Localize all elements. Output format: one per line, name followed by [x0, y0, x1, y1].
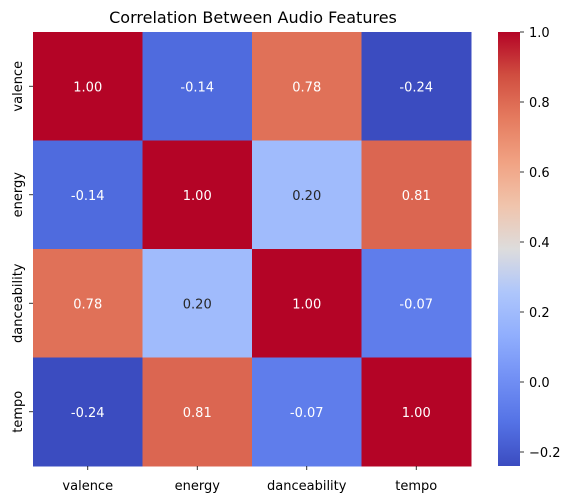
cell-value-label: 0.78 — [292, 80, 321, 95]
colorbar-tick-label: 0.4 — [529, 236, 550, 251]
y-axis-ticks: valence energy danceability tempo — [11, 61, 33, 433]
cell-value-label: -0.14 — [180, 80, 214, 95]
cell-value-label: 0.78 — [73, 297, 102, 312]
x-tick-label-energy: energy — [175, 479, 221, 494]
cell-value-label: -0.24 — [71, 406, 105, 421]
cell-value-label: 1.00 — [292, 297, 321, 312]
cell-value-label: 0.20 — [292, 189, 321, 204]
colorbar-gradient — [498, 32, 520, 466]
y-tick-label-valence: valence — [11, 61, 26, 112]
x-axis-ticks: valence energy danceability tempo — [62, 466, 437, 494]
heatmap-cells: 1.00 -0.14 0.78 -0.24 -0.14 1.00 0.20 0.81 0.78 0… — [33, 32, 472, 467]
colorbar-tick-label: 1.0 — [529, 26, 550, 41]
y-tick-label-danceability: danceability — [11, 263, 26, 343]
colorbar: −0.2 0.0 0.2 0.4 0.6 0.8 1.0 — [498, 26, 561, 466]
cell-value-label: -0.07 — [399, 297, 433, 312]
x-tick-label-valence: valence — [62, 479, 113, 494]
cell-value-label: -0.14 — [71, 189, 105, 204]
colorbar-tick-label: 0.0 — [529, 376, 550, 391]
cell-value-label: 0.20 — [183, 297, 212, 312]
x-tick-label-tempo: tempo — [395, 479, 437, 494]
colorbar-tick-label: −0.2 — [529, 446, 561, 461]
colorbar-tick-label: 0.2 — [529, 306, 550, 321]
colorbar-ticks: −0.2 0.0 0.2 0.4 0.6 0.8 1.0 — [520, 26, 561, 461]
chart-title: Correlation Between Audio Features — [109, 8, 397, 27]
colorbar-tick-label: 0.8 — [529, 96, 550, 111]
cell-value-label: 1.00 — [402, 406, 431, 421]
cell-value-label: 0.81 — [402, 189, 431, 204]
cell-value-label: -0.07 — [290, 406, 324, 421]
y-tick-label-energy: energy — [11, 172, 26, 218]
cell-value-label: 1.00 — [73, 80, 102, 95]
y-tick-label-tempo: tempo — [11, 391, 26, 433]
cell-value-label: 0.81 — [183, 406, 212, 421]
x-tick-label-danceability: danceability — [267, 479, 347, 494]
cell-value-label: 1.00 — [183, 189, 212, 204]
colorbar-tick-label: 0.6 — [529, 166, 550, 181]
cell-value-label: -0.24 — [399, 80, 433, 95]
